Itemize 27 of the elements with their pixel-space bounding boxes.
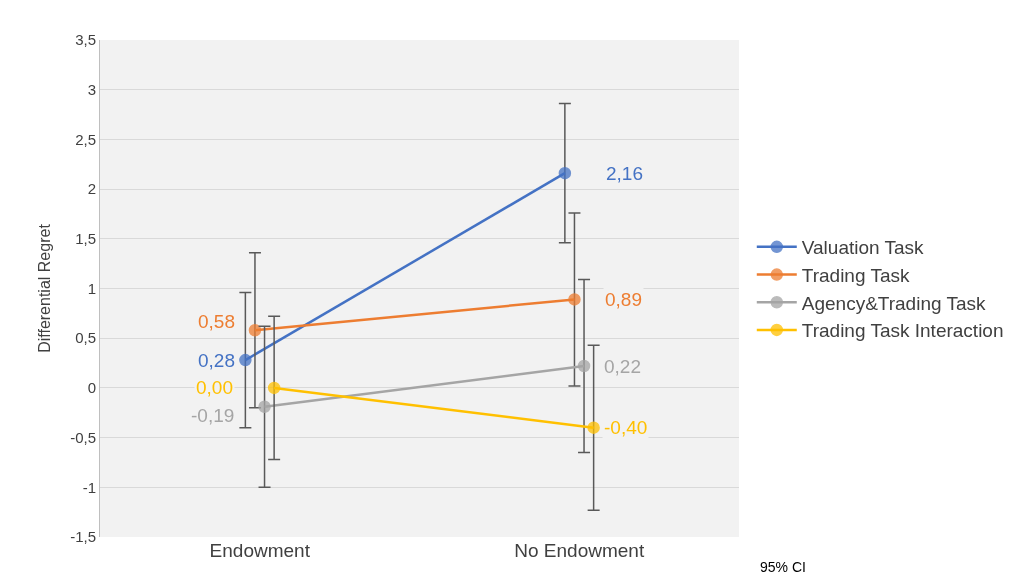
x-tick-label: Endowment — [209, 540, 311, 561]
y-tick-label: 3,5 — [75, 31, 96, 49]
data-label: 2,16 — [606, 163, 643, 184]
y-tick-label: -1 — [82, 478, 96, 496]
y-tick-label: 1 — [87, 279, 96, 297]
y-tick-label: 0,5 — [75, 329, 96, 347]
y-tick-label: 3 — [87, 80, 96, 98]
data-label: -0,19 — [191, 405, 235, 426]
legend-label: Trading Task — [801, 264, 910, 286]
legend-label: Trading Task Interaction — [801, 320, 1004, 342]
y-tick-label: 2,5 — [75, 130, 96, 148]
y-tick-label: 2 — [87, 180, 96, 198]
data-label: 0,28 — [198, 350, 235, 371]
y-tick-label: 0 — [87, 379, 96, 397]
data-label: 0,89 — [605, 289, 642, 310]
legend-label: Valuation Task — [801, 237, 925, 259]
data-label: 0,00 — [196, 377, 233, 398]
data-label: 0,58 — [198, 311, 235, 332]
y-tick-label: 1,5 — [75, 230, 96, 248]
y-tick-label: -1,5 — [70, 528, 96, 546]
data-label: -0,40 — [604, 417, 648, 438]
x-tick-label: No Endowment — [514, 540, 645, 561]
legend-label: Agency&Trading Task — [801, 292, 987, 314]
y-axis-title: Differential Regret — [36, 223, 54, 353]
y-tick-label: -0,5 — [70, 428, 96, 446]
data-label: 0,22 — [604, 356, 641, 377]
text: 95% CI — [760, 559, 806, 575]
